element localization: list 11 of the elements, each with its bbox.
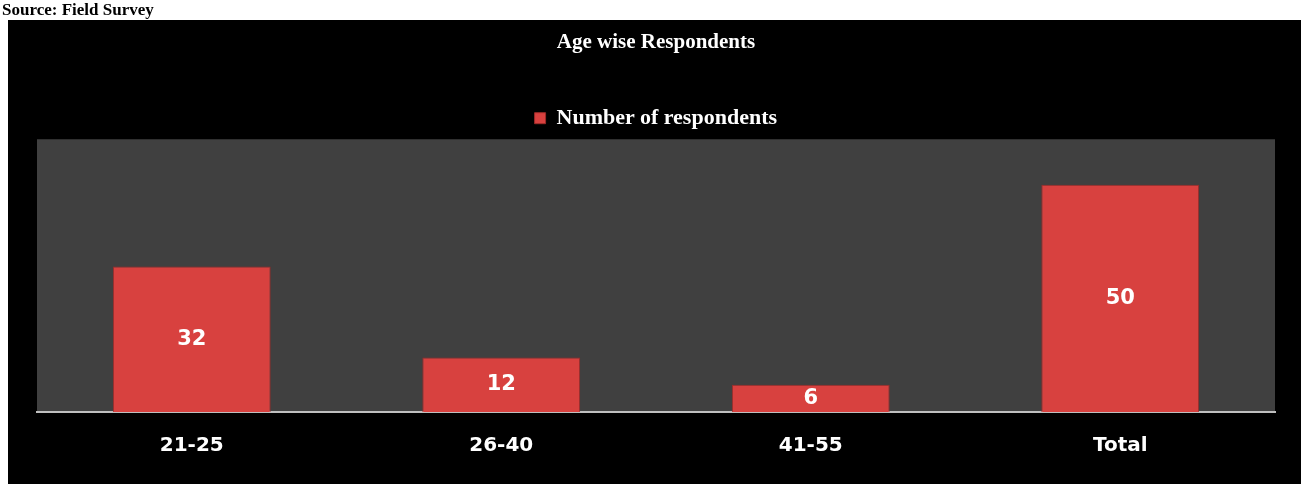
x-tick-label: 21-25: [159, 432, 224, 457]
data-label: 12: [486, 371, 516, 396]
data-label: 50: [1105, 284, 1135, 309]
x-tick-label: 26-40: [469, 432, 534, 457]
data-label: 32: [177, 325, 207, 350]
data-label: 6: [803, 384, 819, 409]
chart-title: Age wise Respondents: [556, 29, 756, 54]
source-note: Source: Field Survey: [2, 0, 154, 20]
x-tick-label: Total: [1092, 432, 1148, 457]
legend-label: Number of respondents: [556, 103, 778, 129]
x-tick-label: 41-55: [778, 432, 843, 457]
